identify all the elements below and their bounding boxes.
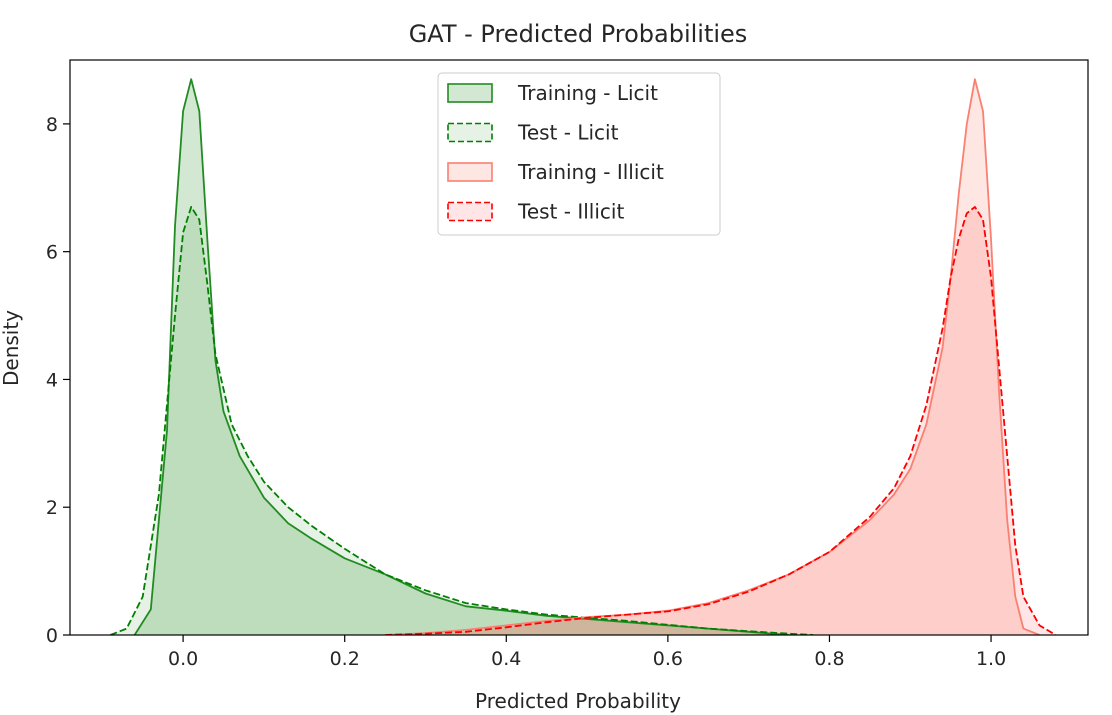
chart-title: GAT - Predicted Probabilities <box>409 20 748 48</box>
legend-label: Test - Licit <box>517 121 619 145</box>
series-fill-1 <box>110 206 814 635</box>
series-fill-2 <box>385 79 1040 635</box>
legend-label: Test - Illicit <box>517 200 624 224</box>
y-tick-label: 2 <box>46 497 58 519</box>
legend-swatch <box>447 83 493 103</box>
x-tick-label: 0.4 <box>491 648 521 670</box>
legend-label: Training - Licit <box>517 81 658 105</box>
x-tick-label: 1.0 <box>976 648 1006 670</box>
x-tick-label: 0.2 <box>330 648 360 670</box>
series-fill-3 <box>385 206 1056 635</box>
legend-swatch <box>447 201 493 222</box>
legend-box <box>437 72 721 236</box>
y-axis-label: Density <box>0 310 23 386</box>
y-tick-label: 6 <box>46 242 58 264</box>
x-axis-label: Predicted Probability <box>475 689 681 713</box>
x-tick-label: 0.6 <box>653 648 683 670</box>
legend-swatch <box>447 162 493 182</box>
legend-swatch <box>447 122 493 143</box>
x-tick-label: 0.0 <box>168 648 198 670</box>
axes: 0.0 0.2 0.4 0.6 0.8 1.0 0 2 4 6 8 <box>46 59 1089 670</box>
x-tick-label: 0.8 <box>814 648 844 670</box>
y-tick-label: 0 <box>46 625 58 647</box>
legend: Training - Licit Test - Licit Training - I… <box>437 72 721 236</box>
series-line-3 <box>385 206 1057 635</box>
y-tick-label: 4 <box>46 369 58 391</box>
plot-area <box>110 78 1057 635</box>
legend-label: Training - Illicit <box>517 160 664 184</box>
series-line-0 <box>133 78 790 635</box>
series-line-1 <box>110 206 814 635</box>
plot-frame <box>69 59 1089 636</box>
y-tick-label: 8 <box>46 114 58 136</box>
